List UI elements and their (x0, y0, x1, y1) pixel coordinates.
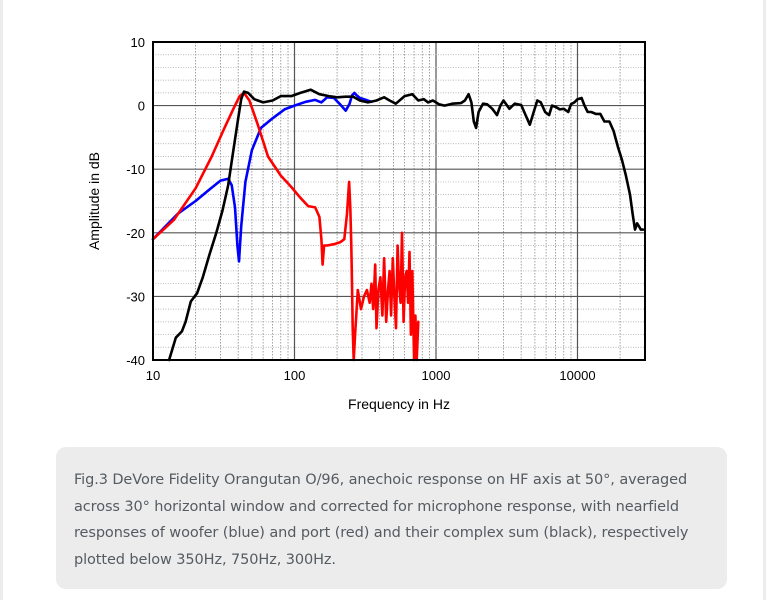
series-line-port (151, 91, 420, 362)
plot-frame (152, 41, 646, 361)
y-tick-label: -10 (126, 162, 145, 177)
y-tick-label: -40 (126, 353, 145, 368)
x-tick-label: 1000 (422, 368, 451, 383)
figure: 10 0 -10 -20 -30 -40 10 100 1000 10000 Frequency … (63, 20, 683, 430)
x-tick-label: 100 (284, 368, 306, 383)
chart-series (151, 88, 645, 362)
y-tick-label: 0 (138, 99, 145, 114)
x-tick-label: 10000 (559, 368, 595, 383)
series-line-sum (167, 88, 645, 362)
y-tick-label: 10 (131, 35, 145, 50)
y-axis-title: Amplitude in dB (86, 152, 102, 250)
x-axis-title: Frequency in Hz (348, 396, 450, 412)
figure-caption: Fig.3 DeVore Fidelity Orangutan O/96, an… (74, 472, 689, 568)
x-tick-label: 10 (146, 368, 160, 383)
y-tick-label: -30 (126, 289, 145, 304)
caption-box: Fig.3 DeVore Fidelity Orangutan O/96, an… (56, 447, 727, 589)
chart-grid (153, 42, 645, 360)
y-tick-label: -20 (126, 226, 145, 241)
